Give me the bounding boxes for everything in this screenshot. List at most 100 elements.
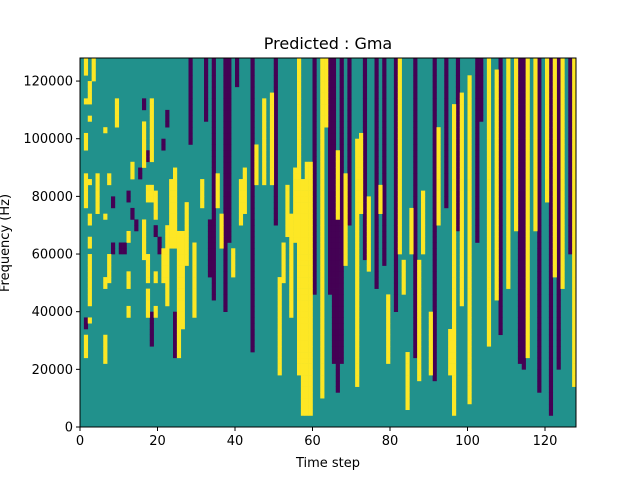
heatmap-cell-high xyxy=(87,86,92,93)
heatmap-cell-high xyxy=(572,138,577,145)
heatmap-cell-high xyxy=(417,357,422,364)
heatmap-cell-low xyxy=(556,58,561,65)
heatmap-cell-high xyxy=(289,271,294,278)
heatmap-cell-low xyxy=(413,317,418,324)
heatmap-cell-high xyxy=(560,167,565,174)
heatmap-cell-low xyxy=(556,328,561,336)
heatmap-cell-low xyxy=(328,144,333,151)
heatmap-cell-high xyxy=(277,277,282,284)
heatmap-cell-low xyxy=(331,225,337,232)
heatmap-cell-high xyxy=(401,277,406,284)
heatmap-cell-high xyxy=(293,190,298,197)
heatmap-cell-high xyxy=(436,184,441,191)
heatmap-cell-high xyxy=(494,207,499,214)
plot-frame xyxy=(79,57,577,428)
heatmap-cell-high xyxy=(467,363,472,370)
heatmap-cell-low xyxy=(517,190,523,197)
heatmap-cell-high xyxy=(560,184,565,191)
heatmap-cell-high xyxy=(320,69,325,76)
heatmap-cell-high xyxy=(572,265,577,272)
heatmap-cell-high xyxy=(297,81,302,88)
heatmap-cell-high xyxy=(343,213,348,220)
heatmap-cell-low xyxy=(374,138,379,145)
heatmap-cell-high xyxy=(514,86,519,93)
heatmap-cell-low xyxy=(432,63,437,70)
heatmap-cell-low xyxy=(413,242,418,249)
heatmap-cell-low xyxy=(347,92,352,99)
heatmap-cell-high xyxy=(486,156,492,163)
heatmap-cell-low xyxy=(413,179,418,186)
heatmap-cell-low xyxy=(382,259,387,266)
heatmap-cell-high xyxy=(269,115,275,122)
heatmap-cell-low xyxy=(432,328,437,336)
heatmap-cell-high xyxy=(448,363,453,370)
heatmap-cell-low xyxy=(521,104,526,111)
heatmap-cell-high xyxy=(533,173,538,180)
heatmap-cell-low xyxy=(250,81,255,88)
heatmap-cell-low xyxy=(347,184,352,191)
heatmap-cell-high xyxy=(572,98,577,105)
heatmap-cell-low xyxy=(413,254,418,261)
heatmap-cell-high xyxy=(494,69,499,76)
heatmap-cell-low xyxy=(207,248,213,255)
heatmap-cell-low xyxy=(273,92,278,99)
heatmap-cell-low xyxy=(250,248,255,255)
heatmap-cell-high xyxy=(459,230,464,238)
heatmap-cell-high xyxy=(409,230,414,238)
heatmap-cell-low xyxy=(339,225,344,232)
heatmap-cell-high xyxy=(320,340,325,347)
heatmap-cell-low xyxy=(312,265,317,272)
heatmap-cell-low xyxy=(413,184,418,191)
heatmap-cell-low xyxy=(498,202,503,209)
heatmap-cell-high xyxy=(320,202,325,209)
heatmap-cell-low xyxy=(393,207,399,214)
heatmap-cell-high xyxy=(467,305,472,312)
heatmap-cell-high xyxy=(401,288,406,295)
heatmap-cell-low xyxy=(312,75,317,82)
heatmap-cell-low xyxy=(556,277,561,284)
heatmap-cell-high xyxy=(324,109,329,116)
heatmap-cell-high xyxy=(366,213,371,220)
heatmap-cell-high xyxy=(397,161,402,168)
heatmap-cell-low xyxy=(432,86,437,93)
heatmap-cell-low xyxy=(227,190,232,197)
heatmap-cell-low xyxy=(211,242,216,249)
heatmap-cell-low xyxy=(211,213,216,220)
heatmap-cell-high xyxy=(459,219,464,226)
heatmap-cell-high xyxy=(552,63,557,70)
heatmap-cell-low xyxy=(498,190,503,197)
heatmap-cell-high xyxy=(560,248,565,255)
heatmap-cell-low xyxy=(211,58,216,65)
heatmap-cell-low xyxy=(273,69,278,76)
heatmap-cell-high xyxy=(87,81,92,88)
heatmap-cell-low xyxy=(521,190,526,197)
heatmap-cell-high xyxy=(572,86,577,93)
heatmap-cell-high xyxy=(552,161,557,168)
heatmap-cell-high xyxy=(300,403,306,411)
heatmap-cell-high xyxy=(320,132,325,140)
heatmap-cell-low xyxy=(204,81,209,88)
heatmap-cell-low xyxy=(537,109,542,116)
heatmap-cell-low xyxy=(331,357,337,364)
heatmap-cell-high xyxy=(297,69,302,76)
heatmap-cell-low xyxy=(556,323,561,330)
heatmap-cell-low xyxy=(227,58,232,65)
heatmap-cell-high xyxy=(142,132,147,140)
heatmap-cell-high xyxy=(300,254,306,261)
heatmap-cell-low xyxy=(339,179,344,186)
heatmap-cell-low xyxy=(331,115,337,122)
heatmap-cell-high xyxy=(219,213,224,220)
heatmap-cell-low xyxy=(517,132,523,140)
heatmap-cell-high xyxy=(355,196,360,203)
heatmap-cell-high xyxy=(467,380,472,387)
heatmap-cell-high xyxy=(560,242,565,249)
heatmap-cell-high xyxy=(238,213,244,220)
heatmap-cell-high xyxy=(506,242,511,249)
heatmap-cell-high xyxy=(467,161,472,168)
heatmap-cell-high xyxy=(300,346,306,353)
heatmap-cell-high xyxy=(459,138,464,145)
heatmap-cell-high xyxy=(572,213,577,220)
heatmap-cell-low xyxy=(548,69,554,76)
heatmap-cell-high xyxy=(335,173,340,180)
heatmap-cell-low xyxy=(227,202,232,209)
